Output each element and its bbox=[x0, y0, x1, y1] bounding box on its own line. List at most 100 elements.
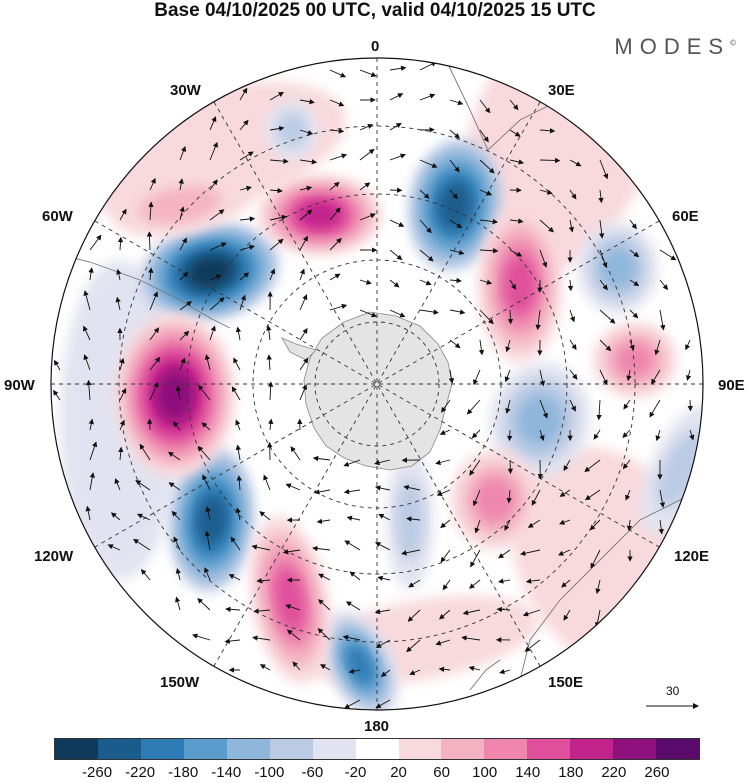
wind-vector bbox=[569, 369, 578, 380]
wind-vector bbox=[654, 339, 661, 356]
wind-vector bbox=[119, 387, 127, 401]
wind-vector bbox=[348, 668, 361, 674]
wind-vector bbox=[527, 519, 541, 528]
wind-vector bbox=[439, 429, 451, 435]
wind-vector bbox=[539, 399, 548, 419]
wind-vector bbox=[179, 237, 187, 251]
wind-vector bbox=[239, 151, 254, 161]
colorbar-swatch bbox=[269, 739, 313, 759]
wind-vector bbox=[299, 209, 313, 221]
wind-vector bbox=[314, 489, 331, 495]
colorbar-tick-label: -220 bbox=[125, 764, 156, 781]
wind-vector bbox=[506, 489, 512, 504]
colorbar-swatch bbox=[398, 739, 442, 759]
wind-vector bbox=[389, 153, 406, 161]
south-america-outline bbox=[51, 249, 231, 329]
wind-vector bbox=[449, 339, 461, 349]
wind-vector bbox=[408, 579, 421, 588]
wind-vector bbox=[197, 598, 211, 611]
wind-vector bbox=[442, 579, 451, 591]
wind-vector bbox=[375, 639, 391, 648]
wind-vector bbox=[389, 93, 404, 101]
wind-vector bbox=[436, 489, 451, 496]
anomaly-contour bbox=[139, 186, 221, 224]
wind-vector bbox=[569, 189, 577, 200]
wind-vector bbox=[374, 608, 391, 615]
lon-label-90w: 90W bbox=[4, 377, 35, 394]
wind-vector bbox=[107, 544, 121, 551]
anomaly-contour bbox=[276, 112, 308, 148]
wind-vector bbox=[312, 455, 331, 462]
wind-vector bbox=[598, 219, 605, 239]
wind-vector bbox=[473, 369, 481, 386]
colorbar-tick-label: -100 bbox=[254, 764, 285, 781]
wind-vector bbox=[114, 478, 121, 491]
wind-vector bbox=[449, 159, 460, 173]
wind-vector bbox=[440, 549, 451, 563]
wind-vector bbox=[239, 87, 248, 101]
wind-vector bbox=[204, 530, 211, 551]
wind-vector bbox=[228, 574, 241, 581]
wind-vector bbox=[380, 669, 391, 677]
wind-vector bbox=[263, 474, 271, 491]
wind-vector bbox=[629, 279, 640, 287]
wind-vector bbox=[168, 482, 181, 491]
wind-vector bbox=[559, 489, 571, 497]
wind-vector bbox=[626, 519, 633, 532]
wind-vector bbox=[419, 219, 432, 234]
wind-vector bbox=[179, 300, 192, 311]
wind-vector bbox=[419, 309, 439, 315]
wind-vector bbox=[299, 268, 305, 281]
wind-vector bbox=[149, 177, 156, 191]
wind-vector bbox=[593, 429, 601, 440]
wind-vector bbox=[563, 459, 571, 472]
wind-vector bbox=[468, 665, 481, 672]
wind-vector bbox=[204, 567, 211, 581]
vector-scale-label: 30 bbox=[666, 684, 680, 698]
wind-vector bbox=[256, 578, 271, 584]
wind-vector bbox=[88, 267, 94, 281]
wind-vector bbox=[318, 599, 331, 611]
wind-vector bbox=[239, 185, 252, 191]
wind-vector bbox=[599, 339, 612, 352]
anomaly-contour bbox=[274, 567, 306, 633]
wind-vector bbox=[466, 399, 481, 415]
wind-vector bbox=[179, 357, 186, 371]
wind-vector bbox=[389, 219, 405, 227]
wind-vector bbox=[133, 538, 151, 551]
wind-vector bbox=[235, 326, 242, 341]
colorbar-swatch bbox=[183, 739, 227, 759]
wind-vector bbox=[171, 510, 181, 521]
brand-mark: © bbox=[730, 38, 736, 48]
wind-vector bbox=[269, 91, 284, 101]
wind-vector bbox=[471, 429, 481, 439]
lon-label-90e: 90E bbox=[718, 377, 745, 394]
wind-vector bbox=[148, 201, 154, 221]
wind-vector bbox=[509, 129, 521, 137]
wind-vector bbox=[292, 661, 301, 671]
wind-vector bbox=[140, 569, 151, 581]
wind-vector bbox=[83, 354, 91, 371]
wind-vector bbox=[520, 549, 541, 556]
wind-vector bbox=[507, 429, 513, 442]
wind-vector bbox=[622, 459, 631, 470]
wind-vector bbox=[318, 573, 331, 581]
wind-vector bbox=[599, 249, 608, 269]
wind-vector bbox=[505, 399, 511, 414]
wind-vector bbox=[119, 419, 125, 431]
wind-vector bbox=[239, 294, 246, 311]
wind-vector bbox=[655, 429, 661, 442]
wind-vector bbox=[409, 669, 421, 676]
colorbar-swatch bbox=[55, 739, 98, 759]
wind-vector bbox=[119, 208, 127, 221]
wind-vector bbox=[233, 357, 241, 371]
wind-vector bbox=[479, 309, 494, 325]
wind-vector bbox=[179, 206, 185, 221]
wind-vector bbox=[316, 518, 331, 524]
wind-vector bbox=[209, 242, 227, 251]
wind-vector bbox=[449, 249, 465, 256]
colorbar-tick-label: -20 bbox=[344, 764, 367, 781]
colorbar-tick-label: 20 bbox=[390, 764, 407, 781]
wind-vector bbox=[230, 536, 241, 551]
wind-vector bbox=[419, 249, 434, 262]
